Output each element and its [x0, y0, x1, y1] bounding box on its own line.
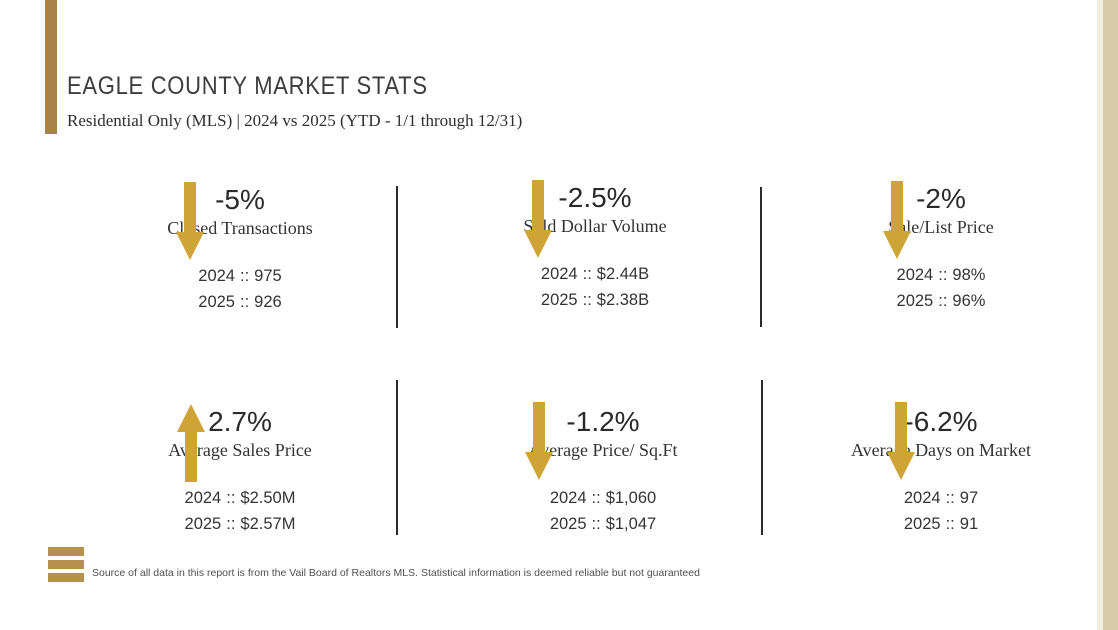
stat-change: -6.2% — [904, 406, 978, 437]
stat-values: 2024:: 98% 2025:: 96% — [786, 262, 1096, 314]
value: $1,047 — [605, 515, 657, 533]
stat-values: 2024:: $1,060 2025:: $1,047 — [448, 485, 758, 537]
stat-values: 2024:: $2.50M 2025:: $2.57M — [85, 485, 395, 537]
separator: :: — [938, 266, 948, 284]
stat-values: 2024:: 97 2025:: 91 — [786, 485, 1096, 537]
stat-values: 2024:: 975 2025:: 926 — [85, 263, 395, 315]
year: 2024 — [540, 265, 578, 283]
year: 2024 — [184, 489, 222, 507]
column-divider — [396, 380, 398, 535]
stat-change: -2.5% — [558, 182, 632, 213]
down-arrow-icon — [525, 402, 553, 482]
separator: :: — [945, 515, 955, 533]
stat-label: Average Price/ Sq.Ft — [528, 440, 678, 460]
stat-value-row: 2025:: $2.38B — [440, 287, 750, 313]
stat-label: Closed Transactions — [167, 218, 313, 238]
separator: :: — [582, 291, 592, 309]
down-arrow-icon — [524, 180, 552, 260]
separator: :: — [226, 515, 236, 533]
year: 2025 — [198, 293, 235, 311]
stat-card-average-days-on-market: -6.2% Average Days on Market 2024:: 97 20… — [786, 402, 1096, 537]
title-accent-bar — [45, 0, 57, 134]
separator: :: — [240, 293, 250, 311]
stat-value-row: 2025:: 96% — [786, 288, 1096, 314]
stat-value-row: 2024:: 97 — [786, 485, 1096, 511]
separator: :: — [591, 489, 601, 507]
separator: :: — [582, 265, 592, 283]
up-arrow-icon — [177, 402, 205, 482]
down-arrow-icon — [883, 181, 911, 261]
stat-value-row: 2024:: $2.50M — [85, 485, 395, 511]
stat-value-row: 2025:: $1,047 — [448, 511, 758, 537]
value: $2.44B — [596, 265, 650, 283]
year: 2025 — [549, 515, 587, 533]
separator: :: — [591, 515, 601, 533]
page-subtitle: Residential Only (MLS) | 2024 vs 2025 (Y… — [67, 111, 523, 130]
column-divider — [760, 187, 762, 327]
stat-change: -2% — [916, 183, 966, 214]
value: $2.57M — [240, 515, 296, 533]
separator: :: — [226, 489, 236, 507]
stat-value-row: 2024:: $2.44B — [440, 261, 750, 287]
year: 2024 — [198, 267, 235, 285]
menu-bars-icon — [48, 547, 84, 586]
menu-bar — [48, 547, 84, 556]
value: $1,060 — [605, 489, 657, 507]
stat-value-row: 2025:: $2.57M — [85, 511, 395, 537]
side-accent-strip-highlight — [1097, 0, 1103, 630]
stat-card-sale-list-price: -2% Sale/List Price 2024:: 98% 2025:: 96% — [786, 181, 1096, 314]
stat-label: Sold Dollar Volume — [523, 216, 667, 236]
year: 2024 — [896, 266, 934, 284]
stat-card-average-sales-price: 2.7% Average Sales Price 2024:: $2.50M 20… — [85, 404, 395, 537]
menu-bar — [48, 560, 84, 569]
stat-change: -1.2% — [566, 406, 640, 437]
column-divider — [761, 380, 763, 535]
stat-card-sold-dollar-volume: -2.5% Sold Dollar Volume 2024:: $2.44B 20… — [440, 180, 750, 313]
separator: :: — [938, 292, 948, 310]
year: 2024 — [903, 489, 941, 507]
value: 98% — [952, 266, 986, 284]
value: $2.38B — [596, 291, 650, 309]
stat-values: 2024:: $2.44B 2025:: $2.38B — [440, 261, 750, 313]
side-accent-strip — [1103, 0, 1118, 630]
menu-bar — [48, 573, 84, 582]
page-title: EAGLE COUNTY MARKET STATS — [67, 72, 428, 100]
stat-label: Average Days on Market — [850, 440, 1032, 460]
year: 2025 — [540, 291, 578, 309]
value: 97 — [959, 489, 979, 507]
value: 96% — [952, 292, 986, 310]
stat-value-row: 2025:: 91 — [786, 511, 1096, 537]
stat-value-row: 2024:: $1,060 — [448, 485, 758, 511]
stat-change: 2.7% — [208, 406, 272, 437]
value: 926 — [254, 293, 282, 311]
separator: :: — [945, 489, 955, 507]
stat-value-row: 2024:: 98% — [786, 262, 1096, 288]
year: 2025 — [896, 292, 934, 310]
separator: :: — [240, 267, 250, 285]
stat-card-closed-transactions: -5% Closed Transactions 2024:: 975 2025::… — [85, 182, 395, 315]
stat-label: Sale/List Price — [888, 217, 994, 237]
stat-card-average-price-sqft: -1.2% Average Price/ Sq.Ft 2024:: $1,060 … — [448, 402, 758, 537]
year: 2025 — [184, 515, 222, 533]
down-arrow-icon — [176, 182, 204, 262]
stat-label: Average Sales Price — [168, 440, 312, 460]
stat-value-row: 2024:: 975 — [85, 263, 395, 289]
value: 975 — [254, 267, 282, 285]
down-arrow-icon — [887, 402, 915, 482]
stat-change: -5% — [215, 184, 265, 215]
stat-value-row: 2025:: 926 — [85, 289, 395, 315]
column-divider — [396, 186, 398, 328]
year: 2025 — [903, 515, 941, 533]
value: 91 — [959, 515, 979, 533]
source-disclaimer: Source of all data in this report is fro… — [92, 567, 700, 579]
year: 2024 — [549, 489, 587, 507]
value: $2.50M — [240, 489, 296, 507]
